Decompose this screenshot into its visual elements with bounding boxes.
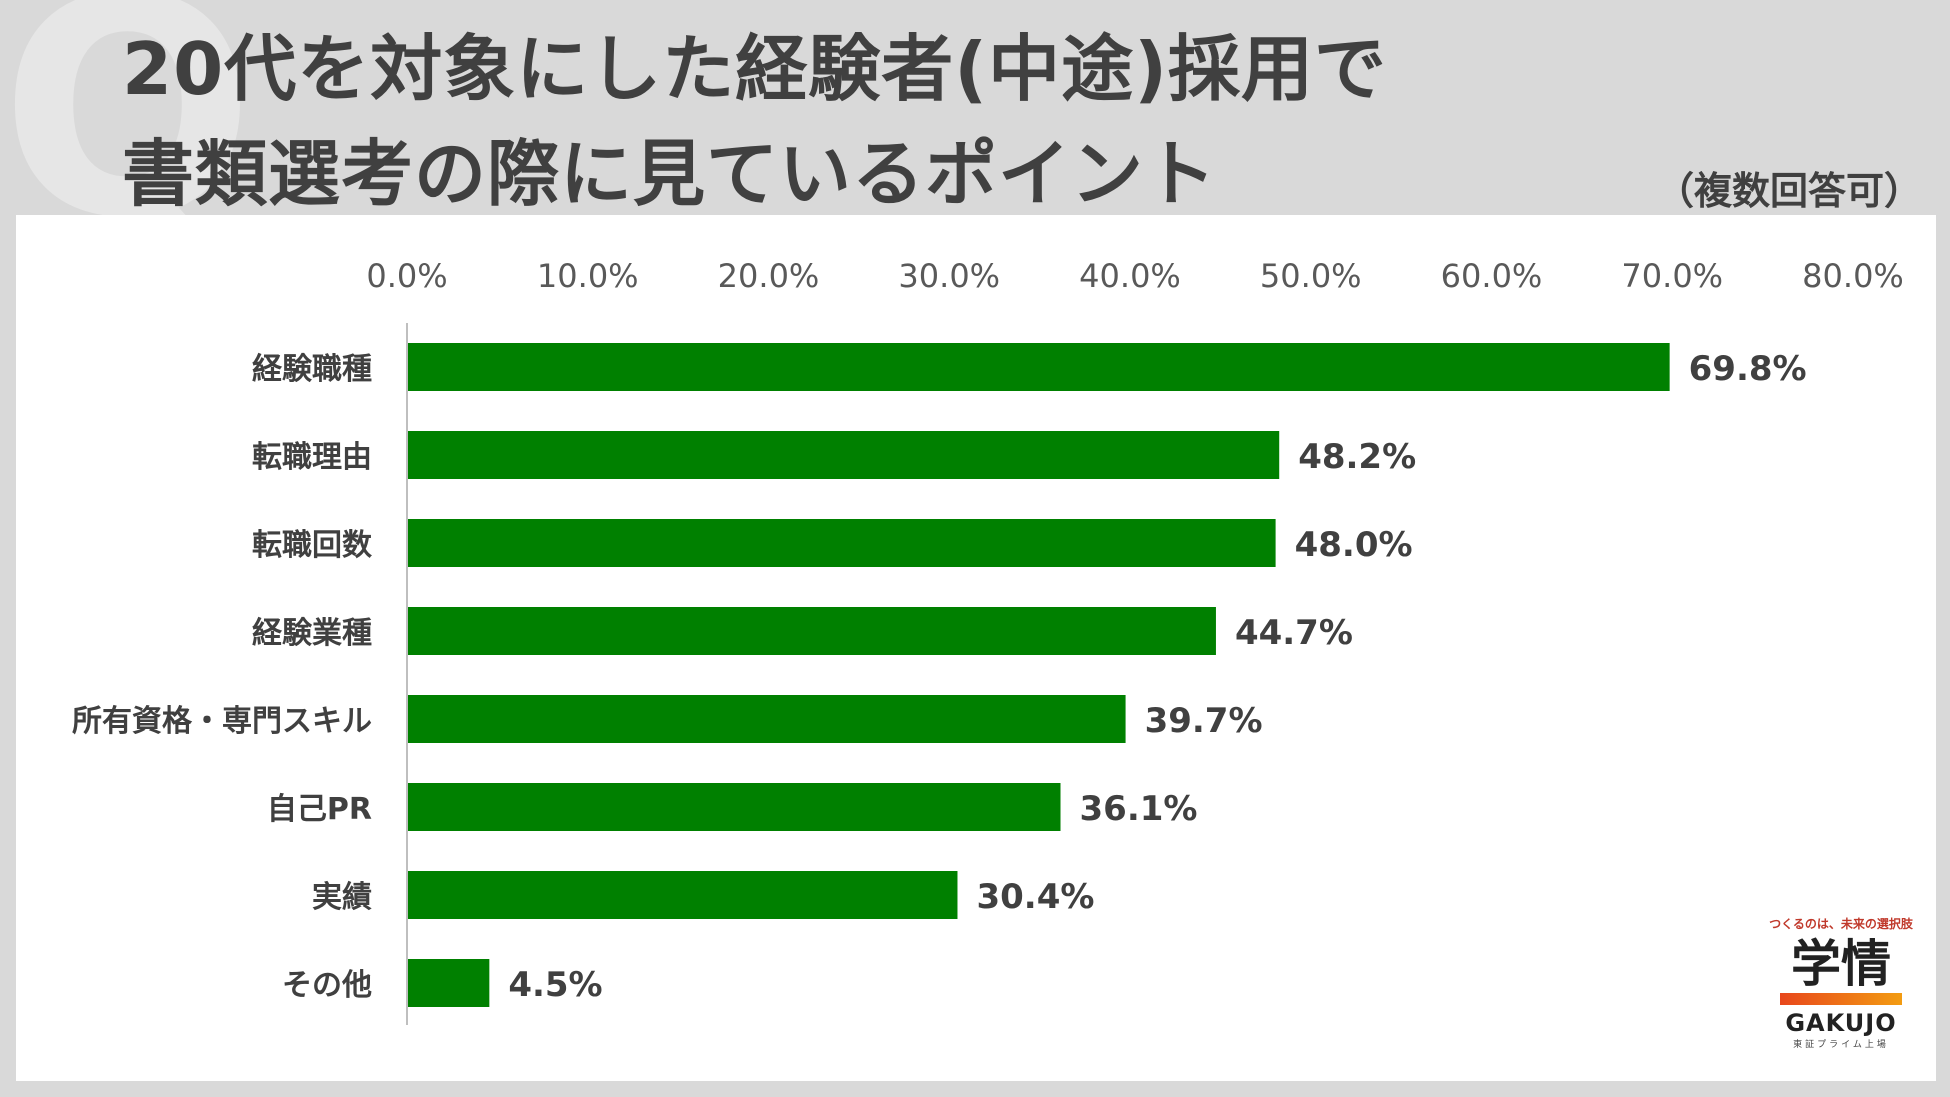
category-label: 転職回数 [252,528,373,563]
bar [408,959,490,1007]
category-label: 経験職種 [252,352,372,387]
value-label: 69.8% [1689,349,1807,389]
logo-name: GAKUJO [1785,1008,1897,1037]
value-label: 39.7% [1145,701,1263,741]
chart-panel: 0.0% 10.0% 20.0% 30.0% 40.0% 50.0% 60.0% 70.0% 8… [16,215,1936,1081]
logo-tagline: つくるのは、未来の選択肢 [1769,917,1913,931]
bar [408,519,1276,567]
category-label: 所有資格・専門スキル [72,704,372,739]
x-tick-label: 10.0% [537,257,639,295]
bar [408,343,1670,391]
bar [408,695,1126,743]
value-label: 4.5% [508,965,602,1005]
x-tick-label: 70.0% [1621,257,1723,295]
title-line-2: 書類選考の際に見ているポイント [122,132,1218,216]
category-label: 自己PR [267,792,372,827]
logo-bar [1780,992,1902,1005]
value-label: 48.2% [1298,437,1416,477]
title-line-1: 20代を対象にした経験者(中途)採用で [122,27,1388,111]
value-label: 44.7% [1235,613,1353,653]
bar [408,783,1061,831]
x-tick-label: 0.0% [366,257,447,295]
value-label: 36.1% [1080,789,1198,829]
x-tick-label: 60.0% [1441,257,1543,295]
value-label: 48.0% [1295,525,1413,565]
bar [408,607,1216,655]
category-label: 実績 [312,880,372,915]
x-tick-label: 50.0% [1260,257,1362,295]
gakujo-logo: つくるのは、未来の選択肢 学情 GAKUJO 東証プライム上場 [1762,915,1920,1050]
category-label: その他 [282,968,372,1003]
category-label: 経験業種 [252,616,372,651]
bar-chart: 0.0% 10.0% 20.0% 30.0% 40.0% 50.0% 60.0% 70.0% 8… [72,257,1904,1025]
value-label: 30.4% [976,877,1094,917]
bar [408,431,1280,479]
multiple-answer-note: （複数回答可） [1655,169,1922,213]
x-tick-label: 20.0% [718,257,820,295]
logo-kanji: 学情 [1791,935,1891,993]
x-tick-label: 30.0% [898,257,1000,295]
bar [408,871,958,919]
x-tick-label: 80.0% [1802,257,1904,295]
logo-sub: 東証プライム上場 [1793,1039,1889,1050]
x-tick-label: 40.0% [1079,257,1181,295]
category-label: 転職理由 [252,440,372,475]
